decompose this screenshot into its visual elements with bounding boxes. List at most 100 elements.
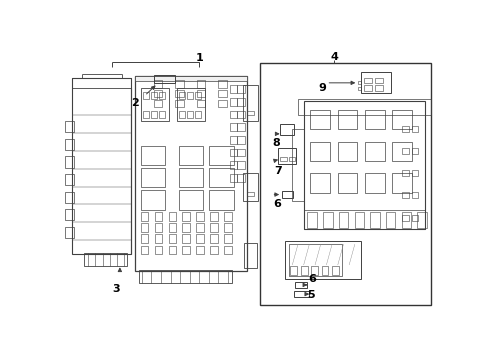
Bar xyxy=(224,234,231,243)
Bar xyxy=(154,90,162,97)
Bar xyxy=(323,212,332,228)
Bar xyxy=(72,78,131,254)
Bar xyxy=(218,100,226,107)
Bar xyxy=(401,126,408,132)
Bar xyxy=(168,223,176,232)
Bar xyxy=(168,246,176,254)
Bar xyxy=(303,102,424,229)
Bar xyxy=(154,212,162,221)
Bar xyxy=(284,242,360,279)
Text: 6: 6 xyxy=(307,274,315,284)
Bar xyxy=(411,126,418,132)
Text: 4: 4 xyxy=(329,52,337,62)
Bar xyxy=(365,110,384,129)
Bar xyxy=(310,141,329,161)
Bar xyxy=(65,209,74,220)
Bar xyxy=(135,76,246,81)
Bar xyxy=(154,223,162,232)
Bar xyxy=(374,85,383,91)
Bar xyxy=(196,212,203,221)
Bar xyxy=(288,244,341,276)
Bar xyxy=(237,161,244,169)
Bar xyxy=(196,246,203,254)
Bar xyxy=(411,192,418,198)
Bar xyxy=(154,100,162,107)
Bar xyxy=(365,174,384,193)
Bar xyxy=(321,266,328,275)
Bar xyxy=(310,174,329,193)
Bar xyxy=(411,215,418,221)
Bar xyxy=(295,282,307,288)
Bar xyxy=(84,253,127,266)
Bar xyxy=(151,111,157,118)
Bar xyxy=(310,266,317,275)
Bar xyxy=(307,212,316,228)
Bar xyxy=(385,212,395,228)
Bar xyxy=(288,157,294,161)
Bar xyxy=(401,148,408,154)
Bar xyxy=(65,157,74,167)
Bar xyxy=(290,266,297,275)
Bar xyxy=(237,174,244,182)
Bar xyxy=(210,246,217,254)
Bar xyxy=(338,212,347,228)
Bar xyxy=(65,139,74,150)
Bar xyxy=(337,110,357,129)
Bar xyxy=(229,85,237,93)
Text: 5: 5 xyxy=(307,291,314,301)
Bar xyxy=(363,85,371,91)
Bar xyxy=(197,80,205,87)
Bar xyxy=(168,234,176,243)
Bar xyxy=(354,212,363,228)
Bar xyxy=(246,111,254,115)
Text: 3: 3 xyxy=(112,284,120,293)
Bar xyxy=(401,170,408,176)
Bar xyxy=(294,291,309,297)
Bar xyxy=(411,170,418,176)
Bar xyxy=(229,136,237,144)
Bar xyxy=(141,190,165,210)
Bar xyxy=(208,168,233,187)
Bar xyxy=(154,246,162,254)
Bar xyxy=(365,141,384,161)
Bar xyxy=(65,121,74,132)
Bar xyxy=(142,111,148,118)
Bar xyxy=(331,266,338,275)
Bar xyxy=(178,111,184,118)
Bar xyxy=(208,146,233,165)
Bar xyxy=(182,246,189,254)
Bar xyxy=(237,123,244,131)
Bar xyxy=(337,141,357,161)
Bar xyxy=(224,212,231,221)
Bar xyxy=(237,98,244,106)
Bar xyxy=(260,63,430,305)
Bar xyxy=(401,192,408,198)
Bar xyxy=(391,174,411,193)
Bar xyxy=(196,223,203,232)
Text: 1: 1 xyxy=(195,53,203,63)
Bar xyxy=(243,174,258,201)
Bar xyxy=(237,136,244,144)
Bar xyxy=(186,111,193,118)
Bar xyxy=(246,192,254,195)
Bar xyxy=(141,246,148,254)
Bar xyxy=(141,168,165,187)
Bar xyxy=(237,149,244,157)
Bar xyxy=(244,243,257,268)
Bar xyxy=(243,85,258,121)
Bar xyxy=(210,212,217,221)
Bar xyxy=(141,234,148,243)
Bar xyxy=(141,146,165,165)
Bar xyxy=(229,149,237,157)
Bar xyxy=(175,90,183,97)
Bar xyxy=(279,124,294,135)
Bar xyxy=(141,87,169,121)
Bar xyxy=(401,215,408,221)
Bar xyxy=(159,111,165,118)
Bar xyxy=(337,174,357,193)
Bar xyxy=(178,190,203,210)
Bar xyxy=(391,110,411,129)
Bar xyxy=(154,80,162,87)
Bar xyxy=(310,110,329,129)
Bar xyxy=(218,80,226,87)
